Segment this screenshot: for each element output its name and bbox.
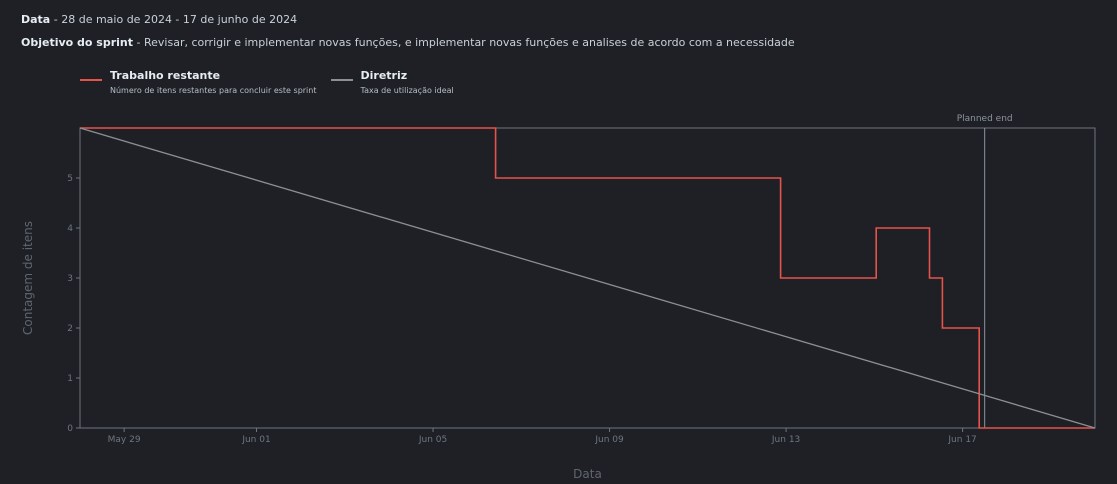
planned-end-label: Planned end — [957, 114, 1013, 124]
guideline-line — [79, 127, 1096, 429]
legend-desc-guideline: Taxa de utilização ideal — [360, 86, 454, 95]
y-tick-label: 3 — [67, 274, 73, 284]
legend-item-remaining[interactable]: Trabalho restante Número de itens restan… — [80, 69, 317, 97]
y-tick-label: 5 — [67, 174, 73, 184]
y-axis-label: Contagem de itens — [21, 221, 35, 335]
remaining-work-line — [80, 127, 1095, 429]
x-tick-label: Jun 09 — [594, 435, 624, 445]
legend-swatch-guideline — [330, 79, 353, 81]
sprint-date: Data - 28 de maio de 2024 - 17 de junho … — [21, 13, 298, 26]
date-label: Data — [21, 13, 51, 26]
x-tick-label: Jun 13 — [771, 435, 800, 445]
x-axis-label: Data — [573, 467, 602, 481]
date-value: 28 de maio de 2024 - 17 de junho de 2024 — [61, 13, 298, 26]
goal-label: Objetivo do sprint — [21, 36, 134, 49]
y-tick-label: 4 — [67, 224, 73, 234]
sprint-goal: Objetivo do sprint - Revisar, corrigir e… — [21, 36, 795, 49]
y-tick-label: 2 — [67, 324, 73, 334]
x-tick-label: Jun 17 — [947, 435, 976, 445]
x-tick-label: Jun 05 — [418, 435, 447, 445]
x-tick-label: May 29 — [108, 435, 141, 445]
legend-desc-remaining: Número de itens restantes para concluir … — [110, 86, 317, 95]
chart-legend: Trabalho restante Número de itens restan… — [80, 69, 468, 97]
legend-name-remaining: Trabalho restante — [110, 69, 221, 82]
legend-swatch-remaining — [80, 79, 102, 81]
goal-value: Revisar, corrigir e implementar novas fu… — [143, 36, 795, 49]
y-tick-label: 1 — [67, 374, 73, 384]
x-tick-label: Jun 01 — [241, 435, 270, 445]
legend-name-guideline: Diretriz — [360, 69, 408, 82]
legend-item-guideline[interactable]: Diretriz Taxa de utilização ideal — [330, 69, 454, 97]
y-tick-label: 0 — [67, 424, 73, 434]
